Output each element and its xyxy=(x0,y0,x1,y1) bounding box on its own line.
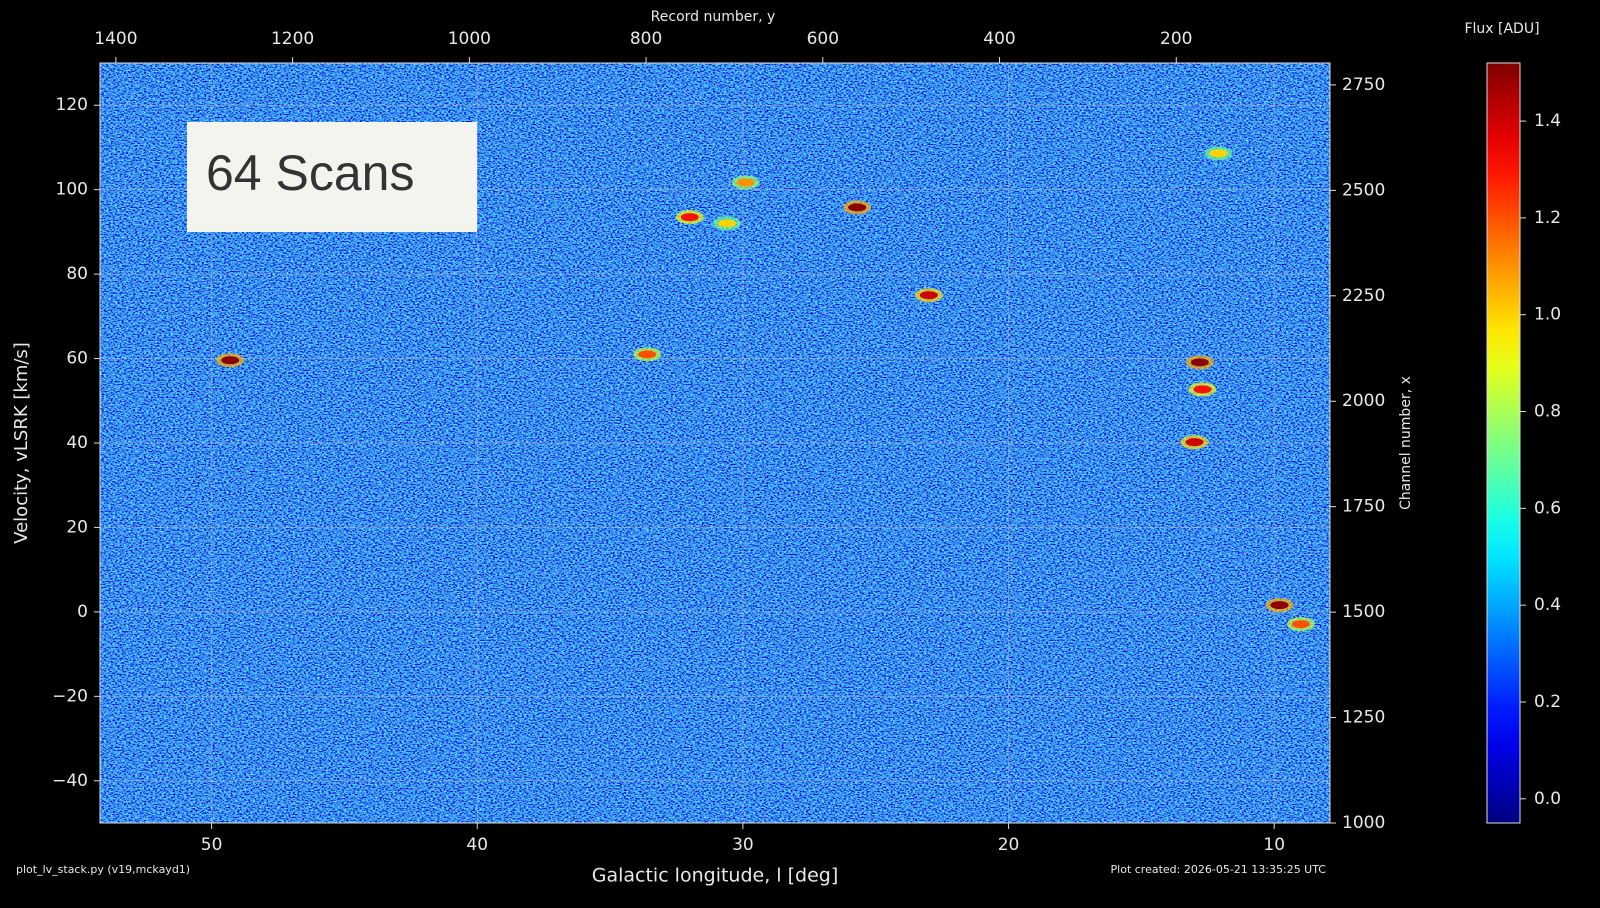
source xyxy=(1190,358,1209,367)
colorbar-tick-label: 0.4 xyxy=(1534,595,1561,615)
colorbar-tick-label: 0.8 xyxy=(1534,402,1561,422)
colorbar-tick-label: 1.2 xyxy=(1534,208,1561,228)
y-tick-label: 60 xyxy=(66,349,88,369)
source xyxy=(1291,620,1310,629)
y2-axis-label: Channel number, x xyxy=(1398,376,1414,510)
y2-tick-label: 1750 xyxy=(1342,497,1385,517)
colorbar xyxy=(1486,62,1521,824)
footer-right: Plot created: 2026-05-21 13:35:25 UTC xyxy=(1111,863,1327,876)
y-tick-label: 100 xyxy=(56,180,88,200)
x2-tick-label: 1200 xyxy=(271,29,314,49)
y2-tick-label: 2750 xyxy=(1342,75,1385,95)
y-tick-label: 40 xyxy=(66,433,88,453)
x-tick-label: 10 xyxy=(1263,835,1285,855)
x-tick-label: 50 xyxy=(201,835,223,855)
colorbar-tick-label: 0.0 xyxy=(1534,789,1561,809)
y-tick-label: 0 xyxy=(77,602,88,622)
y-tick-label: −40 xyxy=(52,771,88,791)
plot-area xyxy=(100,63,1330,823)
colorbar-label: Flux [ADU] xyxy=(1464,21,1539,37)
y2-tick-label: 1000 xyxy=(1342,813,1385,833)
source xyxy=(1185,438,1204,447)
y-tick-label: 120 xyxy=(56,95,88,115)
y-tick-label: −20 xyxy=(52,686,88,706)
colorbar-tick-label: 1.0 xyxy=(1534,305,1561,325)
annotation: 64 Scans xyxy=(206,145,414,201)
source xyxy=(736,178,755,187)
source xyxy=(1193,385,1212,394)
x2-axis-label: Record number, y xyxy=(651,9,776,25)
colorbar-tick-label: 1.4 xyxy=(1534,111,1561,131)
source xyxy=(717,219,736,228)
x-axis-label: Galactic longitude, l [deg] xyxy=(592,865,839,887)
source xyxy=(680,213,699,222)
colorbar-tick-label: 0.2 xyxy=(1534,692,1561,712)
y2-tick-label: 1500 xyxy=(1342,602,1385,622)
y2-tick-label: 2000 xyxy=(1342,391,1385,411)
source xyxy=(1270,601,1289,610)
x-tick-label: 40 xyxy=(466,835,488,855)
x2-tick-label: 200 xyxy=(1160,29,1192,49)
x2-tick-label: 800 xyxy=(630,29,662,49)
x2-tick-label: 1400 xyxy=(94,29,137,49)
source xyxy=(919,291,938,300)
y2-tick-label: 2500 xyxy=(1342,180,1385,200)
annotation-box xyxy=(187,122,477,232)
source xyxy=(221,356,240,365)
y2-tick-label: 2250 xyxy=(1342,286,1385,306)
x-tick-label: 20 xyxy=(998,835,1020,855)
x-tick-label: 30 xyxy=(732,835,754,855)
x2-tick-label: 600 xyxy=(807,29,839,49)
y-tick-label: 20 xyxy=(66,517,88,537)
x2-tick-label: 1000 xyxy=(448,29,491,49)
source xyxy=(1209,149,1228,158)
y2-tick-label: 1250 xyxy=(1342,708,1385,728)
source xyxy=(848,203,867,212)
y-tick-label: 80 xyxy=(66,264,88,284)
colorbar-tick-label: 0.6 xyxy=(1534,498,1561,518)
source xyxy=(638,350,657,359)
footer-left: plot_lv_stack.py (v19,mckayd1) xyxy=(16,863,190,876)
x2-tick-label: 400 xyxy=(983,29,1015,49)
y-axis-label: Velocity, vLSRK [km/s] xyxy=(11,342,32,544)
